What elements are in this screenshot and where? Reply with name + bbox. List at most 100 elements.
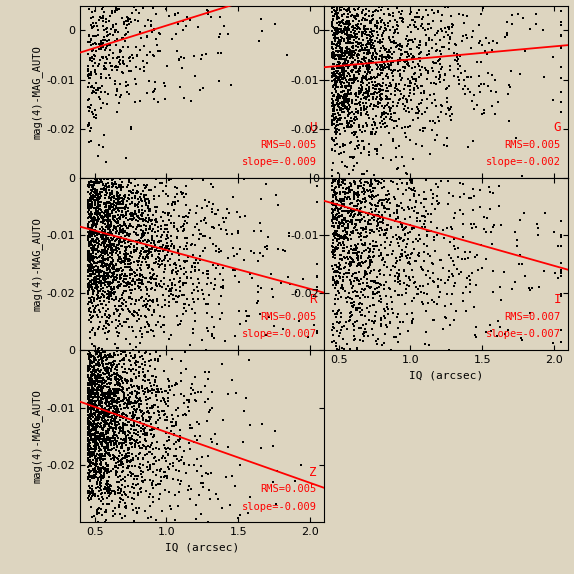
Point	[103, 219, 112, 228]
Point	[420, 187, 429, 196]
Point	[329, 139, 338, 149]
Point	[337, 27, 346, 36]
Point	[331, 253, 340, 262]
Point	[117, 225, 126, 234]
Point	[91, 249, 100, 258]
Point	[137, 400, 146, 409]
Point	[209, 239, 218, 249]
Point	[440, 23, 449, 32]
Point	[92, 274, 102, 284]
Point	[91, 398, 100, 407]
Point	[129, 214, 138, 223]
Point	[98, 290, 107, 299]
Point	[331, 146, 340, 156]
Point	[83, 455, 92, 464]
Point	[362, 63, 371, 72]
Point	[348, 114, 358, 123]
Point	[85, 304, 94, 313]
Point	[91, 441, 100, 451]
Point	[112, 230, 121, 239]
Point	[160, 327, 169, 336]
Point	[203, 299, 212, 308]
Point	[401, 123, 410, 132]
Point	[129, 258, 138, 267]
Point	[121, 144, 130, 153]
Point	[106, 446, 115, 455]
Point	[420, 25, 429, 34]
Point	[481, 227, 490, 236]
Point	[344, 32, 353, 41]
Point	[120, 490, 129, 499]
Point	[200, 368, 209, 377]
Point	[340, 73, 350, 83]
Point	[332, 99, 342, 108]
Point	[118, 149, 127, 158]
Point	[342, 20, 351, 29]
Point	[102, 199, 111, 208]
Point	[157, 277, 166, 286]
Point	[88, 381, 97, 390]
Point	[348, 159, 357, 168]
Point	[354, 40, 363, 49]
Point	[118, 475, 127, 484]
Point	[414, 61, 423, 71]
Point	[116, 280, 125, 289]
Point	[112, 402, 121, 412]
Point	[131, 193, 140, 203]
Point	[84, 496, 94, 505]
Point	[92, 228, 102, 238]
Point	[334, 25, 343, 34]
Point	[373, 283, 382, 292]
Point	[166, 261, 175, 270]
Point	[162, 474, 171, 483]
Point	[556, 231, 565, 240]
Point	[457, 255, 467, 264]
Point	[368, 241, 377, 250]
Point	[497, 295, 506, 304]
Point	[91, 155, 100, 164]
Point	[530, 364, 539, 373]
Point	[118, 354, 127, 363]
Point	[85, 488, 94, 498]
Point	[327, 197, 336, 207]
Point	[91, 178, 100, 187]
Point	[87, 277, 96, 286]
Point	[367, 197, 377, 207]
Point	[161, 4, 170, 13]
Point	[336, 265, 345, 274]
Point	[117, 467, 126, 476]
Point	[94, 247, 103, 256]
Point	[134, 362, 144, 371]
Point	[121, 501, 130, 510]
Point	[390, 108, 400, 118]
Point	[90, 420, 99, 429]
Point	[458, 32, 467, 41]
Point	[118, 425, 127, 434]
Point	[94, 139, 103, 149]
Point	[331, 243, 340, 253]
Point	[122, 245, 131, 254]
Point	[153, 424, 162, 433]
Point	[113, 443, 122, 452]
Point	[103, 89, 112, 98]
Point	[83, 394, 92, 403]
Point	[98, 180, 107, 189]
Point	[335, 130, 344, 139]
Point	[88, 342, 97, 351]
Point	[346, 0, 355, 9]
Point	[340, 90, 350, 99]
Point	[102, 364, 111, 374]
Point	[117, 439, 126, 448]
Point	[95, 349, 104, 358]
Point	[117, 270, 126, 280]
Point	[102, 222, 111, 231]
Point	[336, 211, 346, 220]
Point	[125, 273, 134, 282]
Point	[360, 10, 369, 20]
Point	[92, 421, 101, 430]
Point	[350, 191, 359, 200]
Point	[162, 243, 172, 253]
Point	[327, 154, 336, 164]
Point	[142, 347, 151, 356]
Point	[91, 169, 100, 178]
